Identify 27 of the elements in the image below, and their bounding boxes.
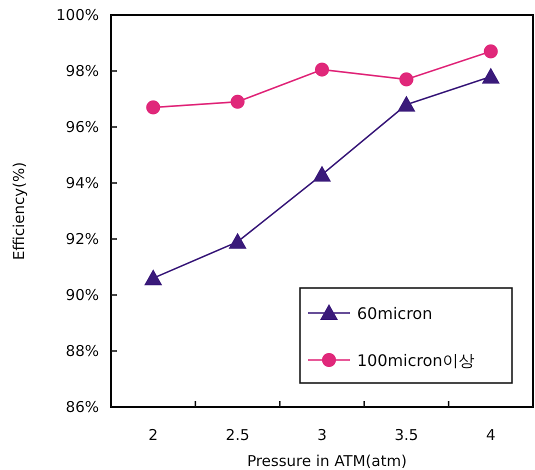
y-axis-title: Efficiency(%) <box>10 162 28 260</box>
point <box>482 68 500 84</box>
y-tick-label: 96% <box>66 118 99 136</box>
x-tick-label: 2.5 <box>226 426 250 444</box>
x-axis-title: Pressure in ATM(atm) <box>247 452 407 470</box>
point <box>399 72 414 86</box>
point <box>397 96 416 112</box>
y-tick-label: 92% <box>66 230 99 248</box>
point <box>146 100 160 114</box>
x-tick-label: 4 <box>486 426 496 444</box>
x-tick-label: 3 <box>317 426 327 444</box>
point <box>313 166 331 182</box>
x-tick-label: 2 <box>148 426 158 444</box>
point <box>484 44 498 58</box>
y-tick-label: 86% <box>66 398 99 416</box>
y-tick-label: 98% <box>66 62 99 80</box>
y-tick-label: 100% <box>56 6 99 24</box>
y-tick-label: 88% <box>66 342 99 360</box>
point <box>144 269 162 286</box>
legend-label: 100micron이상 <box>357 351 475 370</box>
y-tick-label: 90% <box>66 286 99 304</box>
point <box>228 232 247 249</box>
x-tick-label: 3.5 <box>394 426 418 444</box>
legend-label: 60micron <box>357 304 432 323</box>
y-tick-label: 94% <box>66 174 99 192</box>
point <box>315 62 329 77</box>
point <box>230 94 245 109</box>
